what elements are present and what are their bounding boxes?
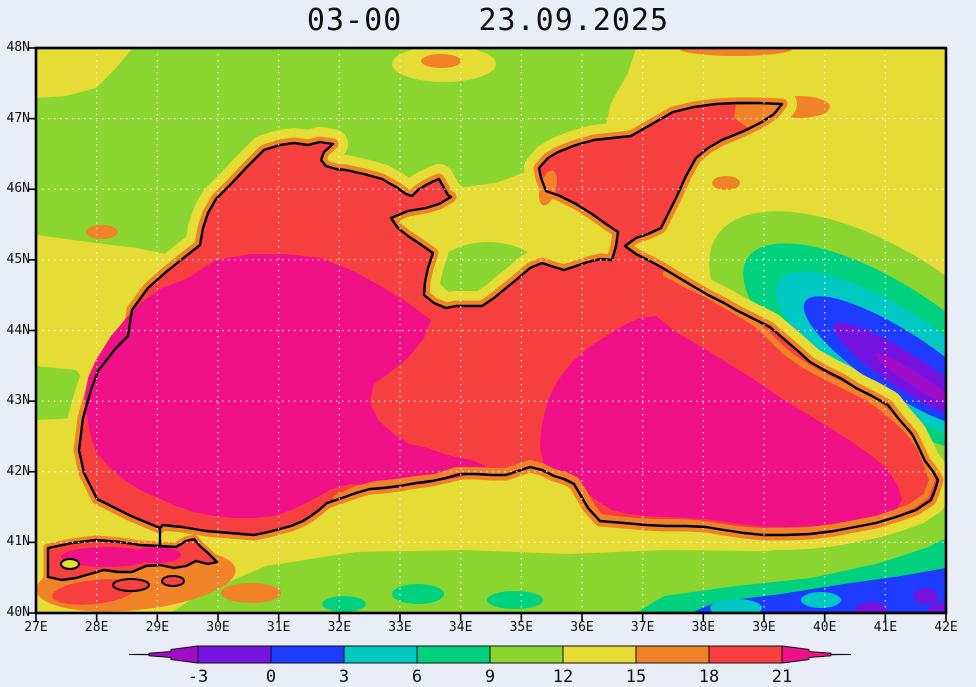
caucasus-cold-bands [709,211,946,475]
lon-tick-label: 34E [448,620,473,635]
lake-east [161,575,185,587]
colorbar-tick-label: 0 [266,667,276,686]
colorbar-segment [343,645,418,664]
black-sea [64,88,946,550]
lat-tick-label: 46N [6,181,30,197]
sea-of-marmara [43,527,222,592]
marmara-island [60,558,80,570]
sea-hot-lobe-west [84,254,486,518]
black-sea-coastline [77,101,940,537]
colorbar-tick-label: 15 [626,667,646,686]
lat-tick-label: 42N [6,463,30,479]
lon-tick-label: 41E [873,620,898,635]
plot-frame [34,46,948,615]
colorbar-segments [197,645,783,664]
lon-tick-label: 38E [691,620,716,635]
sivash-lagoon [538,170,558,206]
colorbar-segment [708,645,783,664]
colorbar-right-arrow [781,645,852,664]
warm-patch-core [421,54,461,68]
anatolia-bands [171,496,946,613]
sea-coastal-rim [333,271,935,534]
colorbar-segment [197,645,272,664]
colorbar-tick-label: 21 [772,667,792,686]
lon-tick-label: 40E [812,620,837,635]
lon-tick-label: 39E [752,620,776,635]
lon-tick-label: 42E [934,620,958,635]
lon-tick-label: 28E [84,620,109,635]
lat-tick-label: 48N [6,40,30,55]
lon-tick-label: 27E [24,620,48,635]
axis-ticks [28,47,947,621]
lon-tick-label: 35E [509,620,534,635]
warm-spot-azov-east [712,176,740,190]
colorbar-segment [489,645,564,664]
colorbar-segment [270,645,345,664]
lon-tick-label: 31E [266,620,291,635]
lat-tick-label: 40N [6,605,30,620]
lon-tick-label: 32E [327,620,352,635]
temperature-contour-map [28,46,948,621]
colorbar-tick-label: 18 [699,667,719,686]
temperature-colorbar: -3 0 3 6 9 12 15 18 21 [128,645,852,686]
azov-warm-tip [734,104,782,128]
graticule-grid [36,48,946,613]
colorbar-left-arrow [128,645,199,664]
lat-tick-label: 45N [6,251,30,267]
lon-tick-label: 30E [206,620,230,635]
colorbar-tick-label: 3 [339,667,349,686]
lat-tick-label: 47N [6,110,30,126]
colorbar-labels: -3 0 3 6 9 12 15 18 21 [188,667,792,686]
colorbar-tick-label: 9 [485,667,495,686]
colorbar-tick-label: -3 [188,667,208,686]
map-plot-area [36,48,946,613]
lon-tick-label: 37E [630,620,655,635]
colorbar-tick-label: 12 [553,667,573,686]
map-title: 03-00 23.09.2025 [306,3,670,38]
warm-spot-top [678,48,794,56]
lon-tick-label: 33E [388,620,412,635]
lat-tick-label: 43N [6,393,30,409]
colorbar-segment [562,645,637,664]
colorbar-segment [635,645,710,664]
lake-west [112,578,150,592]
colorbar-segment [416,645,491,664]
lat-tick-label: 41N [6,534,30,550]
lat-tick-label: 44N [6,322,30,338]
lon-tick-label: 29E [145,620,170,635]
sea-hot-lobe-east [540,316,902,527]
lon-tick-label: 36E [570,620,594,635]
warm-spot-west [86,225,118,239]
colorbar-tick-label: 6 [412,667,422,686]
